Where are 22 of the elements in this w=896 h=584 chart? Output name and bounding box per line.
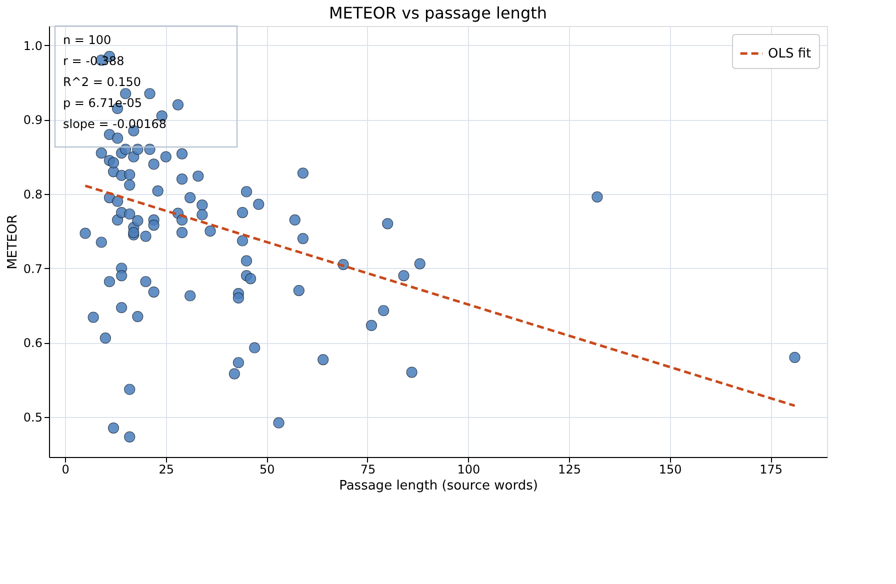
x-tick-label: 75 — [360, 462, 376, 476]
y-tick-label: 0.9 — [23, 113, 42, 128]
chart-title: METEOR vs passage length — [328, 3, 548, 22]
y-tick-label: 0.8 — [23, 187, 42, 202]
annotation: n = 100 — [63, 33, 112, 47]
y-tick-label: 0.6 — [23, 336, 42, 350]
x-tick-label: 50 — [260, 462, 275, 476]
legend-label: OLS fit — [768, 46, 812, 62]
y-axis-title: METEOR — [5, 214, 20, 270]
x-tick-label: 175 — [760, 462, 783, 476]
x-tick-label: 125 — [558, 462, 581, 476]
x-tick-label: 100 — [457, 462, 480, 476]
annotation: p = 6.71e-05 — [63, 96, 142, 110]
x-tick-label: 0 — [62, 462, 70, 476]
y-tick-label: 0.5 — [23, 410, 42, 424]
annotation: R^2 = 0.150 — [63, 75, 142, 89]
x-tick-label: 25 — [158, 462, 174, 476]
y-tick-label: 0.7 — [23, 262, 42, 276]
x-tick-label: 150 — [658, 462, 682, 476]
annotation: slope = -0.00168 — [63, 117, 167, 131]
y-tick-label: 1.0 — [23, 38, 42, 53]
x-axis-title: Passage length (source words) — [339, 478, 538, 494]
